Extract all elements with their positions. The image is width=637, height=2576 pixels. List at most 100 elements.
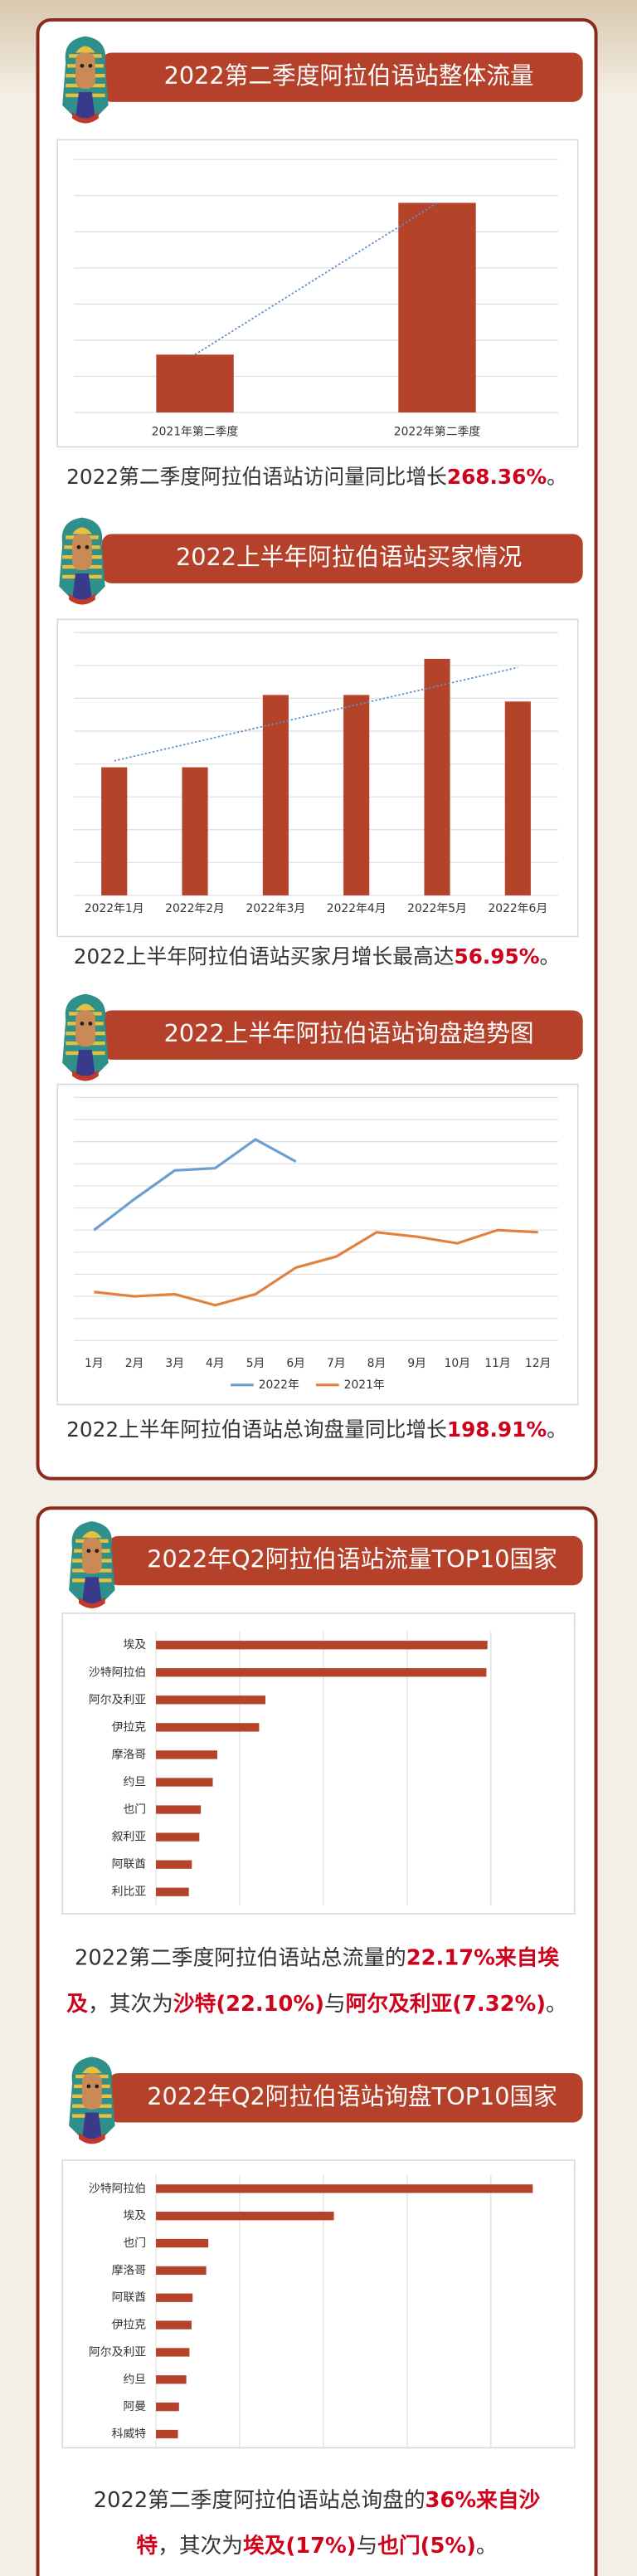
caption-segment: 特	[136, 2533, 158, 2559]
bar	[156, 2375, 187, 2384]
y-tick-label: 约旦	[123, 1775, 146, 1788]
y-tick-label: 伊拉克	[112, 1720, 147, 1734]
bar	[262, 695, 289, 895]
bar	[156, 1641, 488, 1650]
caption: 2022上半年阿拉伯语站买家月增长最高达56.95%。	[74, 944, 560, 968]
legend-label: 2021年	[344, 1378, 385, 1392]
x-tick-label: 11月	[484, 1357, 510, 1370]
title-banner	[108, 1535, 583, 1586]
bar	[182, 767, 208, 895]
bar	[156, 1860, 192, 1869]
pharaoh-icon	[59, 518, 105, 605]
y-tick-label: 伊拉克	[112, 2319, 147, 2332]
chart-frame	[56, 1083, 579, 1406]
caption: 及，其次为沙特(22.10%)与阿尔及利亚(7.32%)。	[66, 1991, 566, 2017]
y-tick-label: 埃及	[123, 2209, 146, 2222]
bar	[156, 1750, 217, 1759]
x-tick-label: 2月	[125, 1357, 144, 1370]
caption-segment: 沙特(22.10%)	[173, 1991, 324, 2017]
caption-segment: 2022第二季度阿拉伯语站访问量同比增长	[66, 465, 447, 489]
x-tick-label: 2022年1月	[85, 902, 144, 915]
caption-segment: ，其次为	[158, 2534, 243, 2559]
y-tick-label: 约旦	[123, 2373, 146, 2386]
chart-frame	[56, 618, 579, 938]
x-tick-label: 2022年3月	[246, 902, 306, 915]
caption-segment: 与	[357, 2534, 378, 2559]
caption-segment: 。	[547, 1417, 567, 1442]
bar	[156, 1723, 260, 1732]
bar	[343, 695, 370, 895]
x-tick-label: 2021年第二季度	[152, 425, 239, 439]
caption: 2022第二季度阿拉伯语站总询盘的36%来自沙	[94, 2486, 541, 2512]
x-tick-label: 6月	[286, 1357, 305, 1370]
caption-segment: 198.91%	[447, 1417, 547, 1442]
bar	[101, 767, 128, 895]
y-tick-label: 利比亚	[112, 1886, 147, 1899]
bar	[156, 1805, 202, 1814]
caption-segment: 。	[546, 1992, 567, 2017]
caption-segment: 也门(5%)	[377, 2534, 476, 2559]
y-tick-label: 叙利亚	[112, 1831, 147, 1844]
y-tick-label: 也门	[123, 2237, 146, 2250]
x-tick-label: 9月	[407, 1357, 426, 1370]
caption-segment: 。	[476, 2534, 498, 2559]
x-tick-label: 7月	[327, 1357, 346, 1370]
series-line	[94, 1228, 538, 1307]
chart-title: 2022年Q2阿拉伯语站流量TOP10国家	[147, 1545, 557, 1573]
bar	[424, 658, 450, 895]
charts: 2022第二季度阿拉伯语站整体流量 2021年第二季度 2022年第二季度 2022第…	[56, 52, 583, 2559]
legend-label: 2022年	[259, 1378, 299, 1392]
caption-segment: 36%来自沙	[425, 2486, 541, 2512]
bar	[156, 1778, 213, 1787]
bar	[156, 2320, 192, 2330]
caption-segment: 2022上半年阿拉伯语站总询盘量同比增长	[66, 1417, 447, 1442]
caption-segment: 22.17%来自埃	[406, 1944, 560, 1970]
caption-segment: 及	[66, 1992, 88, 2017]
bar	[156, 2266, 207, 2276]
caption: 2022上半年阿拉伯语站总询盘量同比增长198.91%。	[66, 1417, 567, 1442]
caption: 2022第二季度阿拉伯语站总流量的22.17%来自埃	[75, 1944, 559, 1970]
caption-segment: ，其次为	[88, 1992, 173, 2017]
trendline	[194, 202, 438, 356]
x-tick-label: 4月	[206, 1357, 225, 1370]
y-tick-label: 阿联酋	[112, 2291, 147, 2305]
bar	[156, 1832, 200, 1842]
y-tick-label: 阿尔及利亚	[89, 2345, 146, 2359]
pharaoh-icon	[69, 2056, 114, 2144]
x-tick-label: 2022年5月	[407, 902, 467, 915]
bar	[156, 2429, 178, 2439]
bar	[156, 2184, 533, 2193]
caption-segment: 2022第二季度阿拉伯语站总流量的	[75, 1945, 406, 1970]
bar	[156, 2212, 334, 2221]
chart-frame	[61, 2159, 576, 2449]
bar	[156, 2403, 179, 2412]
caption: 特，其次为埃及(17%)与也门(5%)。	[136, 2533, 497, 2559]
bar	[156, 1695, 265, 1705]
caption-segment: 埃及(17%)	[243, 2534, 357, 2559]
caption-segment: 。	[540, 944, 561, 968]
bar	[156, 1668, 487, 1677]
chart-title: 2022年Q2阿拉伯语站询盘TOP10国家	[147, 2082, 557, 2110]
bar	[398, 202, 476, 412]
y-tick-label: 阿联酋	[112, 1857, 147, 1871]
x-tick-label: 2022年6月	[488, 902, 547, 915]
pharaoh-icon	[69, 1521, 114, 1608]
caption-segment: 2022上半年阿拉伯语站买家月增长最高达	[74, 944, 455, 968]
x-tick-label: 10月	[445, 1357, 470, 1370]
y-tick-label: 阿曼	[123, 2400, 146, 2413]
y-tick-label: 摩洛哥	[112, 2263, 147, 2277]
chart-title: 2022上半年阿拉伯语站询盘趋势图	[164, 1019, 534, 1047]
title-banner	[101, 534, 583, 583]
pharaoh-icon	[62, 994, 108, 1081]
chart-frame	[56, 139, 579, 448]
x-tick-label: 2022年第二季度	[394, 425, 481, 439]
y-tick-label: 埃及	[123, 1638, 146, 1651]
y-tick-label: 也门	[123, 1803, 146, 1817]
bar	[156, 2293, 193, 2302]
x-tick-label: 2022年2月	[165, 902, 225, 915]
caption-segment: 阿尔及利亚(7.32%)	[346, 1991, 546, 2017]
bar	[156, 2348, 190, 2357]
title-banner	[101, 52, 583, 102]
chart-title: 2022第二季度阿拉伯语站整体流量	[164, 61, 534, 90]
